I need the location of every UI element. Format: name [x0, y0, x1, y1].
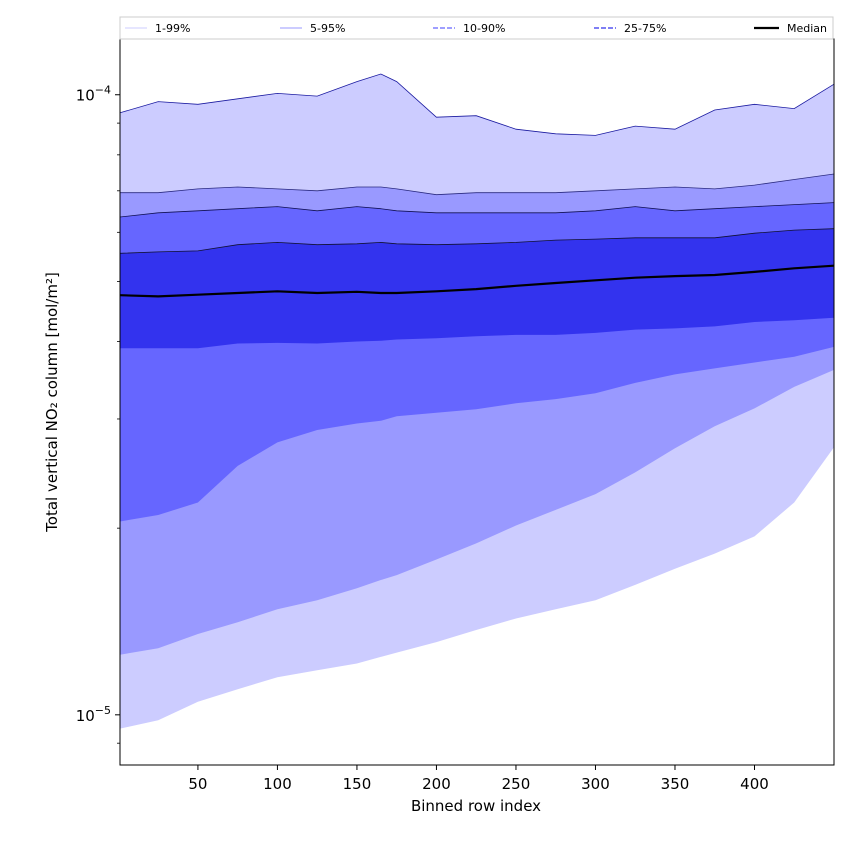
x-tick-label: 300 — [581, 775, 610, 793]
legend: 1-99% 5-95% 10-90% 25-75% Median — [119, 16, 834, 40]
quantile-bands — [120, 73, 834, 729]
legend-label: 10-90% — [463, 22, 505, 35]
y-axis-label: Total vertical NO₂ column [mol/m²] — [43, 272, 61, 533]
legend-label: 5-95% — [310, 22, 345, 35]
x-tick-label: 350 — [661, 775, 690, 793]
band-upper-edge-10-90% — [120, 202, 834, 218]
band-upper-edge-25-75% — [120, 228, 834, 254]
x-tick-label: 150 — [343, 775, 372, 793]
x-tick-label: 200 — [422, 775, 451, 793]
legend-label: 1-99% — [155, 22, 190, 35]
legend-label: 25-75% — [624, 22, 666, 35]
y-axis: 10−5 10−4 — [76, 84, 120, 744]
median-layer — [120, 264, 834, 298]
y-tick-label: 10−4 — [76, 84, 111, 105]
x-axis: 50 100 150 200 250 300 350 400 — [188, 765, 769, 793]
x-tick-label: 50 — [188, 775, 207, 793]
y-tick-label: 10−5 — [76, 704, 111, 725]
legend-box — [119, 16, 834, 40]
x-tick-label: 250 — [502, 775, 531, 793]
x-tick-label: 100 — [263, 775, 292, 793]
band-upper-edge-1-99% — [120, 73, 834, 136]
band-upper-edge-5-95% — [120, 173, 834, 196]
legend-label: Median — [787, 22, 827, 35]
x-axis-label: Binned row index — [411, 797, 541, 815]
x-tick-label: 400 — [740, 775, 769, 793]
median-line — [120, 264, 834, 298]
